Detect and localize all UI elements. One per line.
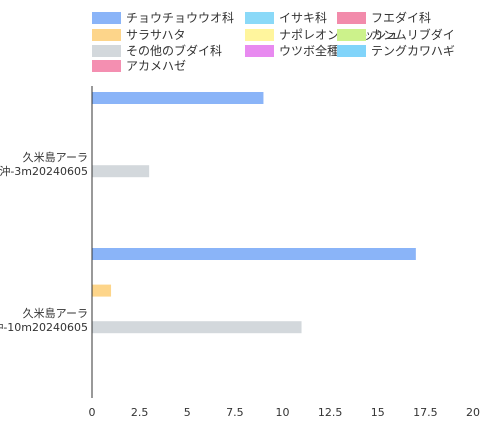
bar[interactable] [92, 248, 416, 260]
legend-swatch [245, 29, 274, 41]
legend-item[interactable]: ウツボ全種 [245, 43, 339, 58]
legend-item[interactable]: チョウチョウウオ科 [92, 11, 234, 25]
bar[interactable] [92, 284, 112, 297]
legend-swatch [92, 29, 121, 41]
legend-item[interactable]: フエダイ科 [337, 10, 431, 25]
x-tick-label: 12.5 [318, 406, 343, 419]
legend-label: アカメハゼ [126, 59, 186, 73]
bar[interactable] [92, 92, 264, 104]
x-tick-label: 0 [89, 406, 96, 419]
legend-swatch [92, 60, 121, 72]
legend-item[interactable]: その他のブダイ科 [92, 43, 222, 58]
legend-swatch [245, 12, 274, 24]
x-tick-label: 7.5 [226, 406, 244, 419]
x-tick-label: 17.5 [413, 406, 438, 419]
legend-swatch [337, 29, 366, 41]
legend-label: サラサハタ [126, 28, 186, 42]
legend-swatch [92, 45, 121, 57]
legend-label: フエダイ科 [371, 10, 431, 25]
bars [92, 92, 416, 334]
legend: チョウチョウウオ科イサキ科フエダイ科サラサハタナポレオンフィッシュカンムリブダイ… [92, 10, 455, 73]
legend-item[interactable]: アカメハゼ [92, 59, 186, 73]
category-label: 沖-3m20240605 [0, 165, 88, 178]
x-tick-label: 15 [371, 406, 385, 419]
x-tick-label: 5 [184, 406, 191, 419]
legend-label: チョウチョウウオ科 [126, 11, 234, 25]
legend-label: ウツボ全種 [279, 43, 339, 58]
legend-label: イサキ科 [279, 11, 327, 25]
legend-label: カンムリブダイ [371, 27, 455, 42]
bar[interactable] [92, 165, 150, 178]
category-label: 久米島アーラ [23, 150, 88, 164]
legend-item[interactable]: カンムリブダイ [337, 27, 455, 42]
legend-item[interactable]: テングカワハギ [337, 44, 455, 58]
category-label: 久米島アーラ [23, 306, 88, 320]
category-label: 沖-10m20240605 [0, 321, 88, 334]
legend-swatch [92, 12, 121, 24]
x-tick-label: 10 [276, 406, 290, 419]
legend-swatch [245, 45, 274, 57]
legend-item[interactable]: イサキ科 [245, 11, 327, 25]
legend-label: その他のブダイ科 [126, 43, 222, 58]
bar[interactable] [92, 321, 302, 334]
legend-item[interactable]: サラサハタ [92, 28, 186, 42]
x-tick-label: 2.5 [131, 406, 149, 419]
legend-swatch [337, 12, 366, 24]
legend-label: テングカワハギ [371, 44, 455, 58]
x-axis: 0 2.5 5 7.5 10 12.5 15 17.5 20 [89, 406, 481, 419]
x-tick-label: 20 [466, 406, 480, 419]
legend-swatch [337, 45, 366, 57]
